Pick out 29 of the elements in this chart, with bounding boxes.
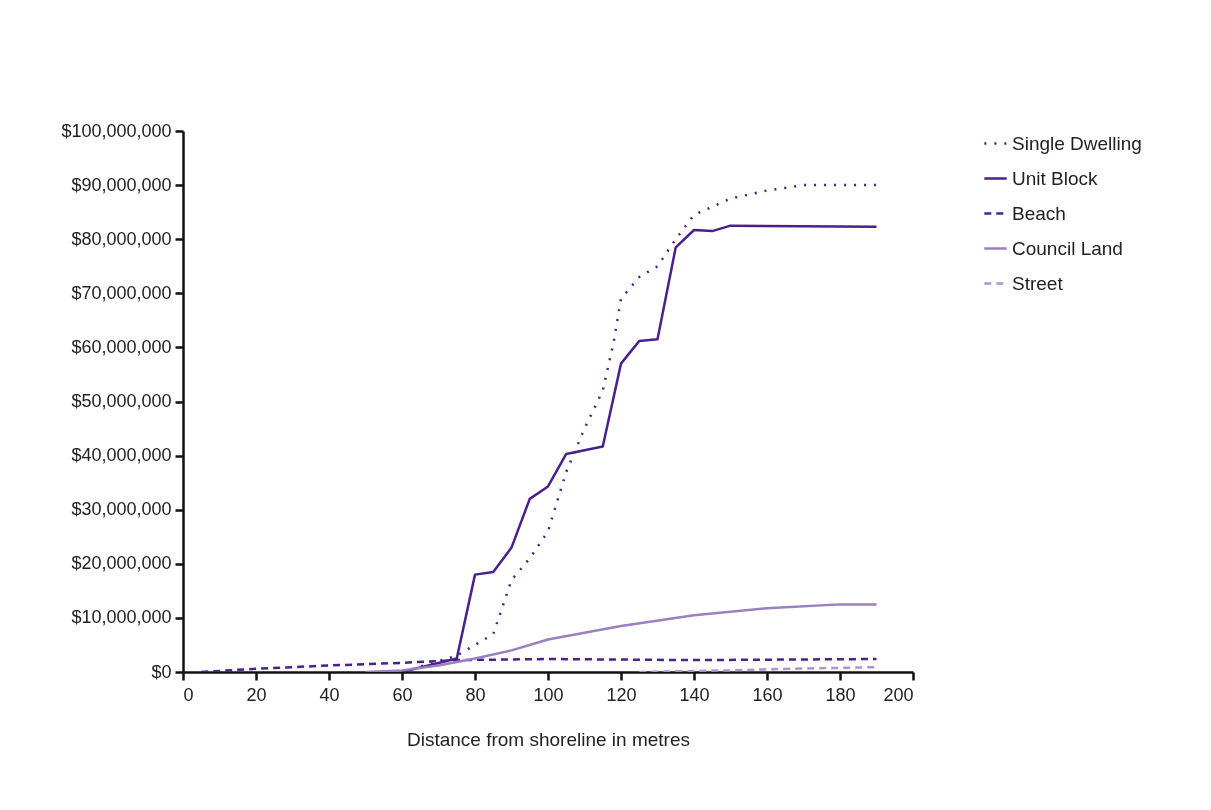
x-tick-label: 40 [319,684,340,705]
y-tick-label: $70,000,000 [71,282,172,303]
y-tick-label: $80,000,000 [71,228,172,249]
legend-label: Unit Block [1012,167,1099,189]
x-tick-label: 160 [752,684,783,705]
y-tick-label: $60,000,000 [71,336,172,357]
x-tick-label: 80 [465,684,486,705]
x-tick-label: 100 [533,684,564,705]
y-tick-label: $100,000,000 [61,120,172,141]
x-tick-label: 200 [883,684,914,705]
x-tick-label: 140 [679,684,710,705]
y-tick-label: $30,000,000 [71,499,172,520]
y-tick-label: $20,000,000 [71,553,172,574]
x-tick-label: 0 [183,684,194,705]
x-tick-label: 60 [392,684,413,705]
x-tick-label: 180 [825,684,856,705]
line-series [364,603,878,672]
legend-label: Beach [1012,202,1066,224]
y-tick-label: $40,000,000 [71,445,172,466]
legend-label: Street [1012,272,1064,294]
legend-label: Council Land [1012,237,1123,259]
y-tick-label: $90,000,000 [71,174,172,195]
y-tick-label: $0 [151,661,172,682]
legend-label: Single Dwelling [1012,132,1142,154]
x-axis-title: Distance from shoreline in metres [407,728,690,750]
y-tick-label: $10,000,000 [71,607,172,628]
x-tick-label: 120 [606,684,637,705]
x-tick-label: 20 [246,684,267,705]
y-tick-label: $50,000,000 [71,391,172,411]
